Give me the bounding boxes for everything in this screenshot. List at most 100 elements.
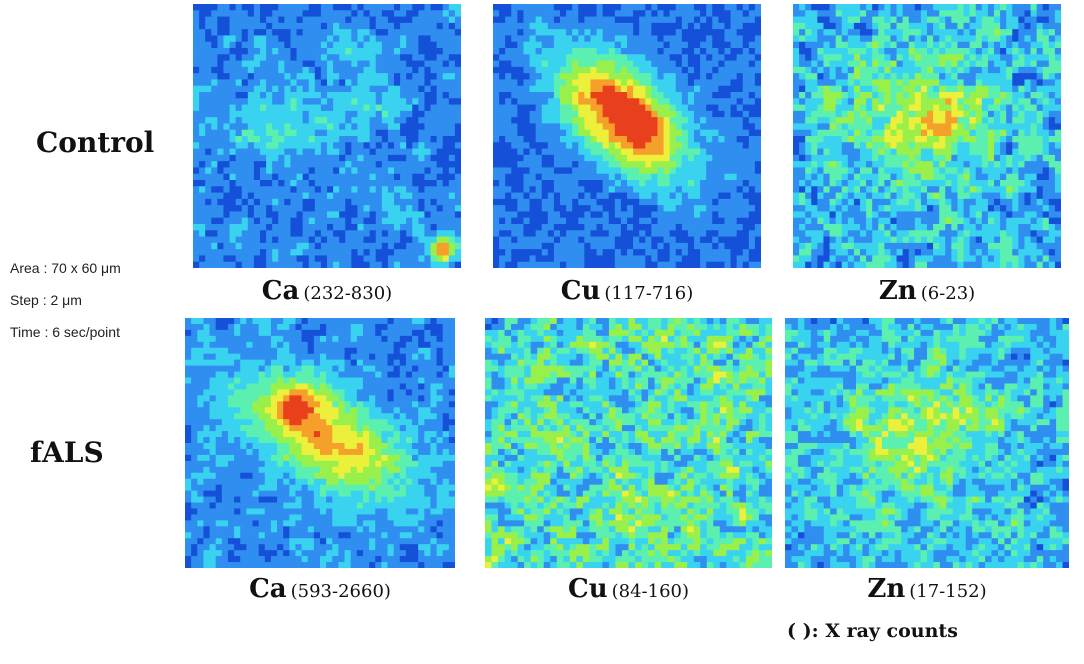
heatmap-cell [933, 117, 940, 125]
heatmap-cell [553, 198, 561, 206]
heatmap-cell [793, 110, 800, 118]
heatmap-cell [333, 4, 340, 11]
heatmap-cell [339, 198, 346, 206]
heatmap-cell [302, 16, 310, 24]
heatmap-cell [278, 22, 285, 30]
heatmap-cell [400, 22, 407, 30]
heatmap-cell [627, 22, 634, 30]
heatmap-cell [333, 66, 340, 74]
heatmap-cell [193, 261, 200, 268]
heatmap-cell [902, 22, 910, 30]
heatmap-cell [651, 22, 659, 30]
heatmap-cell [412, 104, 419, 112]
heatmap-cell [1000, 161, 1007, 169]
heatmap-cell [712, 148, 719, 156]
heatmap-cell [866, 29, 873, 37]
heatmap-cell [578, 142, 585, 150]
heatmap-cell [817, 54, 825, 62]
heatmap-cell [278, 48, 285, 55]
heatmap-cell [817, 117, 825, 125]
heatmap-cell [742, 54, 750, 62]
heatmap-cell [363, 230, 371, 238]
heatmap-cell [272, 249, 279, 257]
heatmap-cell [651, 211, 659, 219]
heatmap-cell [1018, 173, 1026, 181]
heatmap-cell [499, 148, 506, 156]
heatmap-cell [369, 22, 377, 30]
heatmap-cell [853, 22, 861, 30]
heatmap-cell [290, 117, 298, 125]
heatmap-cell [357, 148, 365, 156]
heatmap-cell [872, 35, 879, 43]
heatmap-cell [590, 79, 598, 87]
heatmap-cell [424, 249, 432, 257]
heatmap-cell [387, 167, 395, 175]
heatmap-cell [296, 35, 304, 43]
heatmap-cell [320, 98, 328, 106]
heatmap-cell [253, 261, 261, 268]
heatmap-cell [872, 142, 879, 150]
heatmap-cell [933, 22, 940, 30]
heatmap-cell [823, 117, 831, 125]
heatmap-cell [675, 35, 683, 43]
heatmap-cell [817, 180, 825, 187]
heatmap-cell [596, 41, 604, 49]
heatmap-cell [829, 117, 837, 125]
heatmap-cell [687, 92, 695, 99]
heatmap-cell [511, 85, 518, 93]
heatmap-cell [602, 242, 610, 250]
heatmap-cell [963, 10, 971, 18]
heatmap-cell [620, 48, 628, 55]
heatmap-cell [302, 205, 310, 213]
heatmap-cell [927, 136, 934, 143]
heatmap-cell [193, 255, 200, 263]
heatmap-cell [884, 54, 892, 62]
heatmap-cell [969, 79, 977, 87]
heatmap-cell [700, 85, 707, 93]
heatmap-cell [920, 10, 928, 18]
heatmap-cell [566, 110, 573, 118]
heatmap-cell [205, 167, 212, 175]
heatmap-cell [645, 180, 652, 187]
heatmap-cell [314, 79, 322, 87]
heatmap-cell [639, 186, 646, 194]
heatmap-cell [914, 123, 922, 131]
heatmap-cell [235, 148, 243, 156]
heatmap-cell [645, 249, 652, 257]
heatmap-cell [687, 249, 695, 257]
heatmap-cell [718, 236, 726, 244]
heatmap-cell [553, 16, 561, 24]
heatmap-cell [308, 60, 316, 68]
heatmap-cell [639, 224, 646, 231]
heatmap-cell [523, 110, 531, 118]
heatmap-cell [535, 192, 543, 200]
heatmap-cell [724, 92, 732, 99]
heatmap-cell [675, 186, 683, 194]
heatmap-cell [217, 255, 225, 263]
heatmap-cell [645, 261, 652, 268]
heatmap-cell [430, 22, 438, 30]
heatmap-cell [223, 167, 231, 175]
heatmap-cell [400, 224, 407, 231]
heatmap-cell [669, 104, 677, 112]
heatmap-cell [211, 60, 218, 68]
heatmap-cell [229, 104, 237, 112]
heatmap-cell [547, 217, 555, 225]
heatmap-cell [394, 249, 401, 257]
heatmap-cell [517, 48, 525, 55]
heatmap-cell [981, 85, 989, 93]
heatmap-cell [369, 136, 377, 143]
heatmap-cell [247, 161, 255, 169]
heatmap-cell [351, 255, 359, 263]
heatmap-cell [406, 180, 413, 187]
heatmap-cell [805, 22, 812, 30]
heatmap-cell [517, 242, 525, 250]
heatmap-cell [223, 205, 231, 213]
heatmap-cell [663, 255, 671, 263]
heatmap-cell [284, 79, 292, 87]
heatmap-cell [308, 242, 316, 250]
heatmap-cell [614, 79, 622, 87]
heatmap-cell [920, 173, 928, 181]
heatmap-cell [553, 104, 561, 112]
heatmap-cell [406, 236, 413, 244]
